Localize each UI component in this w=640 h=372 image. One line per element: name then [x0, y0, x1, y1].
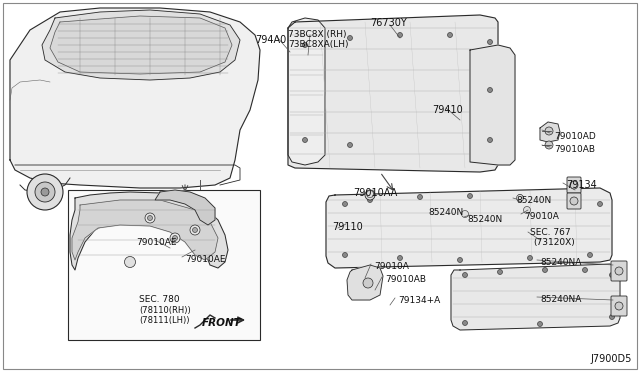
- Circle shape: [365, 190, 375, 200]
- Text: 85240N: 85240N: [516, 196, 551, 205]
- Text: 79010AE: 79010AE: [185, 255, 225, 264]
- Text: 79134+A: 79134+A: [398, 296, 440, 305]
- Circle shape: [397, 32, 403, 38]
- Circle shape: [417, 195, 422, 199]
- Circle shape: [463, 321, 467, 326]
- Circle shape: [27, 174, 63, 210]
- Circle shape: [570, 181, 578, 189]
- Polygon shape: [451, 264, 620, 330]
- Text: (73120X): (73120X): [533, 238, 575, 247]
- Text: 85240NA: 85240NA: [540, 258, 581, 267]
- Circle shape: [170, 233, 180, 243]
- Bar: [68, 190, 260, 340]
- Text: 79134: 79134: [566, 180, 596, 190]
- Polygon shape: [540, 122, 560, 142]
- Polygon shape: [50, 16, 232, 74]
- Circle shape: [518, 195, 522, 199]
- Text: 85240NA: 85240NA: [540, 295, 581, 304]
- Circle shape: [303, 138, 307, 142]
- Circle shape: [397, 256, 403, 260]
- FancyBboxPatch shape: [611, 296, 627, 316]
- Text: 79010AA: 79010AA: [353, 188, 397, 198]
- Circle shape: [488, 39, 493, 45]
- Circle shape: [568, 196, 573, 201]
- Circle shape: [545, 127, 553, 135]
- Text: 85240N: 85240N: [467, 215, 502, 224]
- Polygon shape: [347, 265, 383, 300]
- Polygon shape: [470, 45, 515, 165]
- Circle shape: [367, 198, 372, 202]
- Text: 79010AD: 79010AD: [554, 132, 596, 141]
- Circle shape: [588, 253, 593, 257]
- Circle shape: [543, 267, 547, 273]
- Circle shape: [447, 32, 452, 38]
- Polygon shape: [10, 8, 260, 188]
- FancyBboxPatch shape: [567, 193, 581, 209]
- Text: 79010AB: 79010AB: [554, 145, 595, 154]
- Circle shape: [538, 321, 543, 327]
- Circle shape: [467, 193, 472, 199]
- Circle shape: [527, 256, 532, 260]
- Circle shape: [342, 202, 348, 206]
- Circle shape: [609, 314, 614, 320]
- Circle shape: [609, 273, 614, 278]
- Circle shape: [458, 257, 463, 263]
- Text: 79110: 79110: [332, 222, 363, 232]
- Circle shape: [461, 211, 468, 218]
- Circle shape: [497, 269, 502, 275]
- Circle shape: [488, 138, 493, 142]
- Text: 85240N: 85240N: [428, 208, 463, 217]
- Circle shape: [125, 257, 136, 267]
- Circle shape: [342, 253, 348, 257]
- Polygon shape: [70, 192, 228, 270]
- Text: FRONT: FRONT: [202, 318, 242, 328]
- Circle shape: [545, 141, 553, 149]
- Text: 79010AE: 79010AE: [136, 238, 177, 247]
- Text: 76730Y: 76730Y: [370, 18, 407, 28]
- Circle shape: [190, 225, 200, 235]
- Circle shape: [615, 267, 623, 275]
- Circle shape: [348, 35, 353, 41]
- FancyBboxPatch shape: [567, 177, 581, 193]
- Text: SEC. 780: SEC. 780: [139, 295, 180, 304]
- Circle shape: [193, 228, 198, 232]
- Text: J7900D5: J7900D5: [591, 354, 632, 364]
- Polygon shape: [288, 15, 498, 172]
- Text: 73BC8X (RH): 73BC8X (RH): [288, 30, 346, 39]
- Text: 73BC8XA(LH): 73BC8XA(LH): [288, 40, 349, 49]
- Polygon shape: [288, 18, 325, 165]
- Circle shape: [35, 182, 55, 202]
- Text: 794A0: 794A0: [255, 35, 286, 45]
- Circle shape: [570, 197, 578, 205]
- Circle shape: [524, 206, 531, 214]
- Text: 79010A: 79010A: [374, 262, 409, 271]
- Polygon shape: [326, 188, 612, 268]
- Circle shape: [303, 42, 307, 48]
- Text: (78110(RH)): (78110(RH)): [139, 306, 191, 315]
- Circle shape: [615, 302, 623, 310]
- Text: SEC. 767: SEC. 767: [530, 228, 571, 237]
- Circle shape: [516, 195, 524, 202]
- Text: 79410: 79410: [432, 105, 463, 115]
- Circle shape: [463, 273, 467, 278]
- Circle shape: [348, 142, 353, 148]
- Circle shape: [598, 202, 602, 206]
- Circle shape: [41, 188, 49, 196]
- Circle shape: [145, 213, 155, 223]
- Text: (78111(LH)): (78111(LH)): [139, 316, 189, 325]
- FancyBboxPatch shape: [611, 261, 627, 281]
- Circle shape: [488, 87, 493, 93]
- Circle shape: [147, 215, 152, 221]
- Polygon shape: [155, 190, 215, 225]
- Text: 79010AB: 79010AB: [385, 275, 426, 284]
- Circle shape: [582, 267, 588, 273]
- Circle shape: [367, 190, 374, 198]
- Polygon shape: [42, 10, 240, 80]
- Circle shape: [173, 235, 177, 241]
- Circle shape: [363, 278, 373, 288]
- Text: 79010A: 79010A: [524, 212, 559, 221]
- Polygon shape: [72, 200, 218, 260]
